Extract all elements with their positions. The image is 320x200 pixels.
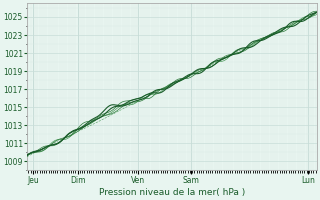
X-axis label: Pression niveau de la mer( hPa ): Pression niveau de la mer( hPa ) xyxy=(99,188,245,197)
